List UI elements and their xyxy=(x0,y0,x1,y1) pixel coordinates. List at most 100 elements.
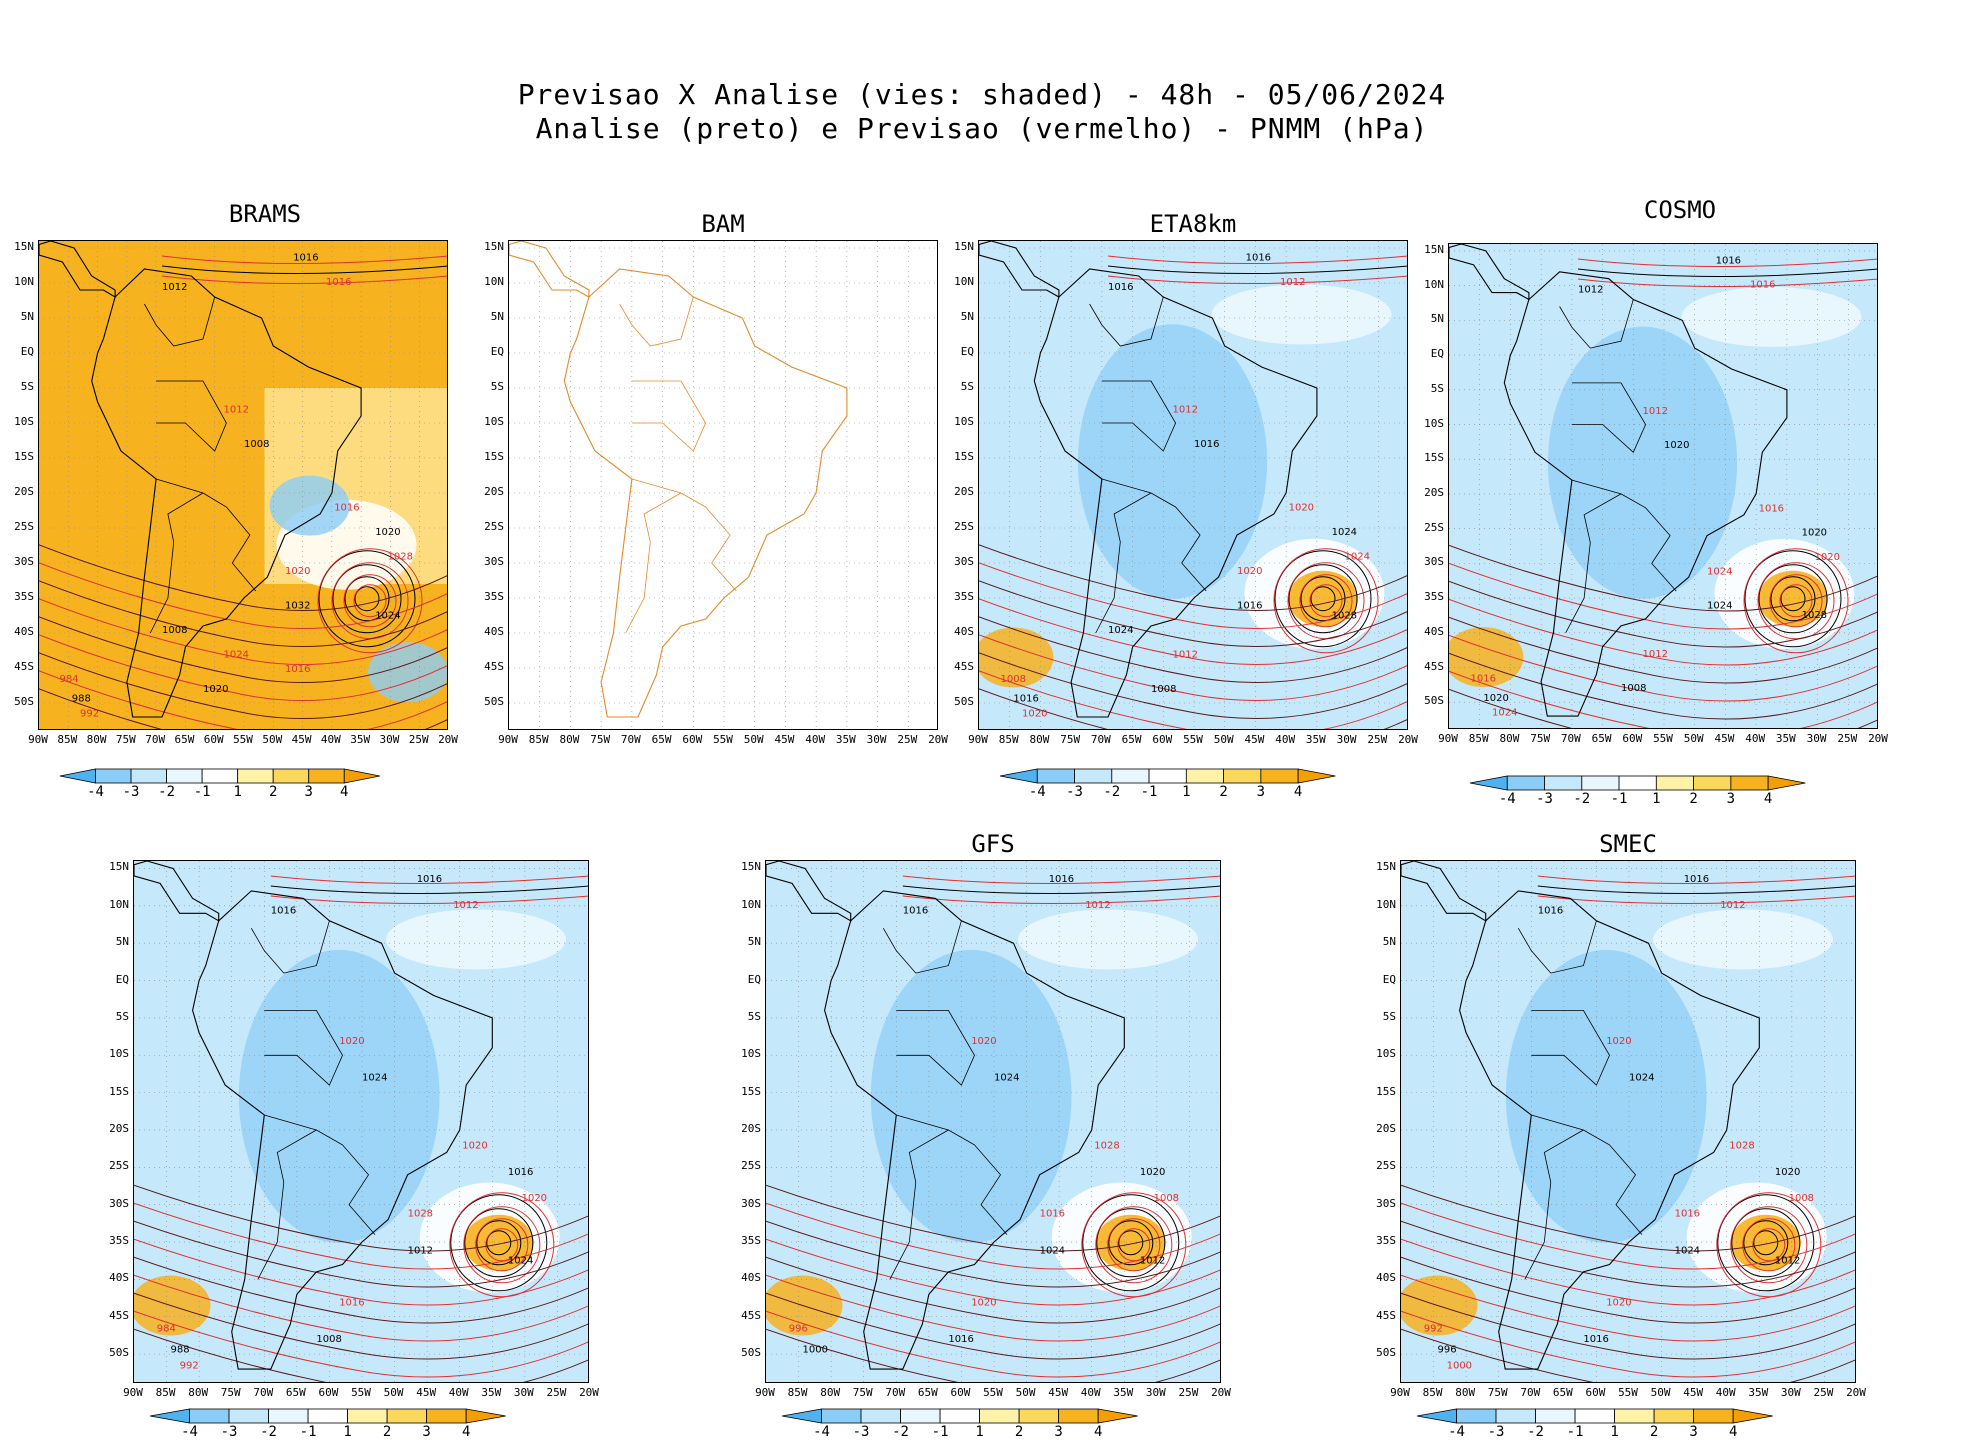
main-title-line2: Analise (preto) e Previsao (vermelho) - … xyxy=(535,112,1429,145)
lat-label: 25S xyxy=(1424,520,1444,534)
lat-label: 5N xyxy=(1430,312,1444,326)
colorbar-label: -3 xyxy=(852,1424,870,1440)
lon-label: 90W xyxy=(498,733,518,746)
isobar-label: 1024 xyxy=(224,650,249,661)
colorbar-label: 2 xyxy=(268,784,278,800)
lon-label: 80W xyxy=(86,733,107,746)
isobar-label: 1020 xyxy=(1664,440,1689,451)
colorbar-swatch xyxy=(1018,1408,1060,1424)
lon-label: 80W xyxy=(1499,732,1520,745)
colorbar-label: -4 xyxy=(1498,791,1516,807)
isobar-label: 1016 xyxy=(1538,905,1563,916)
colorbar-swatch xyxy=(1469,775,1508,791)
isobar-label: 1012 xyxy=(408,1245,433,1256)
colorbar-swatch xyxy=(1544,775,1583,791)
lon-label: 50W xyxy=(1683,732,1704,745)
lon-label: 45W xyxy=(774,733,795,746)
lon-label: 65W xyxy=(285,1386,306,1399)
lon-label: 25W xyxy=(1837,732,1858,745)
lat-label: 10N xyxy=(14,275,34,288)
panel-title-6: GFS xyxy=(971,830,1015,858)
isobar-label: 1008 xyxy=(1154,1193,1179,1204)
map-panel-smec: 1016 1012 1016 1020 1024 1028 1020 1016 1012 1008… xyxy=(1400,860,1856,1383)
isobar-label: 1020 xyxy=(1775,1167,1800,1178)
lat-label: 25S xyxy=(109,1159,129,1173)
colorbar-label: -3 xyxy=(122,784,140,800)
isobar-label: 1020 xyxy=(1022,708,1047,719)
lon-label: 55W xyxy=(1183,733,1203,746)
lon-label: 75W xyxy=(1487,1386,1508,1399)
colorbar-label: 1 xyxy=(343,1424,352,1440)
colorbar-label: -1 xyxy=(193,784,211,800)
lon-label: 80W xyxy=(1029,733,1050,746)
colorbar-label: -1 xyxy=(931,1424,949,1440)
lat-label: 20S xyxy=(14,485,34,498)
lat-label: 50S xyxy=(484,695,504,708)
isobar-label: 1020 xyxy=(522,1193,547,1204)
lon-label: 80W xyxy=(559,733,580,746)
colorbar-label: -2 xyxy=(892,1424,909,1440)
lon-label: 50W xyxy=(1650,1386,1671,1399)
lat-label: EQ xyxy=(1382,972,1396,986)
colorbar xyxy=(1407,1408,1783,1428)
lon-label: 75W xyxy=(852,1386,873,1399)
lon-label: 45W xyxy=(1048,1386,1069,1399)
lat-label: 20S xyxy=(954,485,974,498)
isobar-label: 1016 xyxy=(1716,255,1741,266)
lat-label: 15S xyxy=(1376,1084,1396,1098)
lon-label: 45W xyxy=(1683,1386,1704,1399)
lon-label: 65W xyxy=(1552,1386,1573,1399)
colorbar-label: 1 xyxy=(1652,791,1661,807)
lat-label: 50S xyxy=(1424,694,1444,708)
lat-label: 30S xyxy=(741,1196,761,1210)
isobar-label: 1016 xyxy=(1246,253,1271,264)
colorbar-label: 3 xyxy=(1256,784,1266,800)
colorbar xyxy=(1460,775,1815,795)
lon-label: 35W xyxy=(835,733,856,746)
colorbar-label: 2 xyxy=(1014,1424,1024,1440)
lon-label: 30W xyxy=(1336,733,1357,746)
lon-label: 25W xyxy=(408,733,429,746)
lon-label: 65W xyxy=(651,733,672,746)
isobar-label: 1024 xyxy=(1332,527,1357,538)
lat-label: 10N xyxy=(1424,277,1444,291)
lat-label: 15N xyxy=(484,240,504,253)
isobar-label: 1016 xyxy=(285,664,310,675)
lat-label: 20S xyxy=(1376,1121,1396,1135)
colorbar-label: -1 xyxy=(1610,791,1628,807)
isobar-label: 992 xyxy=(80,708,99,719)
isobar-label: 1028 xyxy=(1802,610,1827,621)
lon-label: 25W xyxy=(897,733,918,746)
isobar-label: 1016 xyxy=(1194,439,1219,450)
lat-label: 5S xyxy=(1430,381,1444,395)
lat-label: 40S xyxy=(1424,624,1444,638)
lon-label: 90W xyxy=(968,733,988,746)
colorbar-swatch xyxy=(347,1408,388,1424)
colorbar-swatch xyxy=(1111,768,1150,784)
lat-label: 40S xyxy=(741,1271,761,1285)
isobar-label: 1020 xyxy=(339,1036,364,1047)
lon-label: 65W xyxy=(1121,733,1142,746)
colorbar-label: 1 xyxy=(1182,784,1191,800)
isobar-label: 1028 xyxy=(388,552,413,563)
colorbar-swatch xyxy=(237,768,274,784)
lat-label: 40S xyxy=(109,1271,129,1285)
lon-label: 20W xyxy=(928,733,948,746)
map-panel-bam xyxy=(508,240,938,730)
isobar-label: 1016 xyxy=(334,503,359,514)
isobar-label: 1012 xyxy=(1140,1256,1165,1267)
isobar-label: 1020 xyxy=(1483,693,1508,704)
lon-label: 30W xyxy=(1780,1386,1801,1399)
colorbar-label: -1 xyxy=(1140,784,1158,800)
colorbar-swatch xyxy=(1495,1408,1536,1424)
lat-label: 40S xyxy=(14,625,34,638)
colorbar-swatch xyxy=(343,768,380,784)
isobar-label: 1016 xyxy=(508,1167,533,1178)
isobar-label: 1016 xyxy=(1759,503,1784,514)
panel-title-2: BAM xyxy=(701,210,745,238)
lat-label: 25S xyxy=(954,520,974,533)
lat-label: 45S xyxy=(109,1308,129,1322)
isobar-label: 984 xyxy=(60,674,79,685)
colorbar-label: -1 xyxy=(299,1424,317,1440)
colorbar-swatch xyxy=(860,1408,901,1424)
